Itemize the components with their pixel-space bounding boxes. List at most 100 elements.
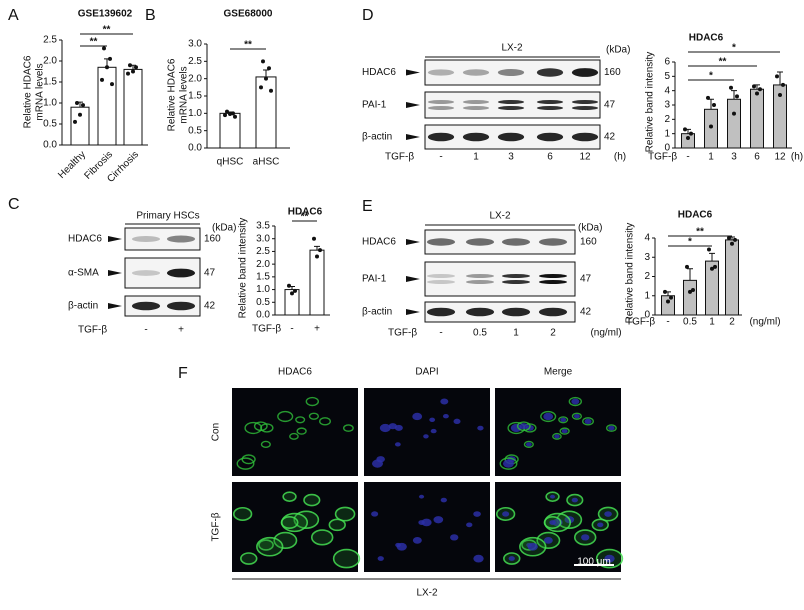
data-point [729, 85, 733, 90]
kda-marker: 42 [204, 301, 216, 312]
hdac6-signal [540, 410, 557, 423]
data-point [293, 288, 297, 293]
y-tick-label: 0.0 [256, 310, 270, 321]
data-point [666, 299, 670, 304]
dapi-signal [560, 417, 567, 422]
data-point [663, 289, 667, 294]
protein-label: α-SMA [68, 268, 99, 279]
hdac6-signal [571, 412, 583, 420]
dapi-signal [473, 511, 481, 517]
dapi-signal [519, 423, 528, 430]
band [497, 132, 525, 142]
data-point [733, 237, 737, 242]
x-tick-label: - [290, 324, 293, 335]
arrowhead [406, 102, 420, 108]
hdac6-signal [328, 518, 346, 532]
kda-marker: 42 [604, 132, 616, 143]
data-point [100, 77, 104, 82]
data-point [688, 289, 692, 294]
kda-label: (kDa) [578, 223, 602, 234]
dapi-signal [571, 398, 580, 405]
chart-title: GSE139602 [78, 9, 133, 20]
x-tick-label: + [314, 324, 320, 335]
panel-letter: E [362, 198, 373, 215]
bar [681, 133, 695, 149]
arrowhead [108, 270, 122, 276]
band [501, 238, 531, 246]
band [538, 274, 568, 278]
y-tick-label: 0.5 [43, 119, 57, 130]
lane-label: + [178, 325, 184, 336]
blot-title: LX-2 [501, 43, 523, 54]
y-tick-label: 5 [664, 71, 670, 82]
data-point [730, 241, 734, 246]
bar [309, 249, 325, 316]
dapi-signal [543, 412, 554, 421]
band [462, 106, 490, 110]
band [536, 132, 564, 142]
protein-label: HDAC6 [68, 234, 102, 245]
y-axis-label: Relative band intensity [645, 52, 656, 153]
dapi-signal [418, 520, 425, 525]
data-point [223, 113, 227, 118]
band [536, 106, 564, 110]
x-tick-label: aHSC [253, 157, 280, 168]
protein-label: PAI-1 [362, 274, 387, 285]
y-tick-label: 2.5 [43, 35, 57, 46]
x-axis-label: TGF-β [626, 317, 655, 328]
dapi-signal [396, 542, 407, 551]
dapi-signal [549, 520, 556, 525]
y-tick-label: 1.0 [188, 108, 202, 119]
y-tick-label: 3 [644, 252, 650, 263]
y-tick-label: 1 [644, 290, 650, 301]
protein-label: PAI-1 [362, 100, 387, 111]
hdac6-signal [296, 427, 307, 435]
y-tick-label: 1.0 [43, 98, 57, 109]
band [465, 280, 495, 284]
y-tick-label: 2.0 [43, 56, 57, 67]
data-point [126, 71, 130, 76]
y-tick-label: 1.5 [188, 91, 202, 102]
blot-row [424, 261, 576, 297]
panel-letter: F [178, 365, 188, 382]
lane-label: - [144, 325, 147, 336]
x-tick-label: 3 [731, 152, 737, 163]
hdac6-signal [516, 421, 531, 432]
dapi-signal [372, 459, 384, 468]
y-tick-label: 0.5 [256, 297, 270, 308]
x-tick-label: 6 [754, 152, 760, 163]
band [465, 307, 495, 317]
lane-axis-label: TGF-β [388, 328, 417, 339]
y-tick-label: 3.5 [256, 221, 270, 232]
hdac6-signal [582, 417, 594, 426]
dapi-signal [388, 423, 397, 430]
significance-label: ** [103, 25, 111, 36]
kda-marker: 160 [604, 67, 621, 78]
dapi-signal [377, 556, 384, 561]
data-point [73, 119, 77, 124]
significance-label: ** [244, 40, 252, 51]
dapi-signal [527, 542, 538, 551]
data-point [131, 69, 135, 74]
hdac6-signal [606, 424, 617, 432]
data-point [269, 88, 273, 93]
blot-row [424, 301, 576, 323]
hdac6-signal [236, 457, 255, 470]
dapi-signal [453, 418, 461, 424]
panel-letter: B [145, 7, 156, 24]
significance-label: * [688, 237, 692, 248]
dapi-signal [581, 534, 590, 541]
significance-label: ** [719, 57, 727, 68]
band [166, 235, 196, 243]
data-point [102, 46, 106, 51]
dapi-signal [394, 442, 401, 447]
data-point [685, 264, 689, 269]
hdac6-signal [305, 396, 320, 407]
data-point [683, 127, 687, 132]
data-point [312, 236, 316, 241]
band [462, 69, 490, 76]
band [571, 100, 599, 104]
caption: LX-2 [416, 588, 438, 599]
data-point [108, 56, 112, 61]
dapi-signal [503, 459, 515, 468]
